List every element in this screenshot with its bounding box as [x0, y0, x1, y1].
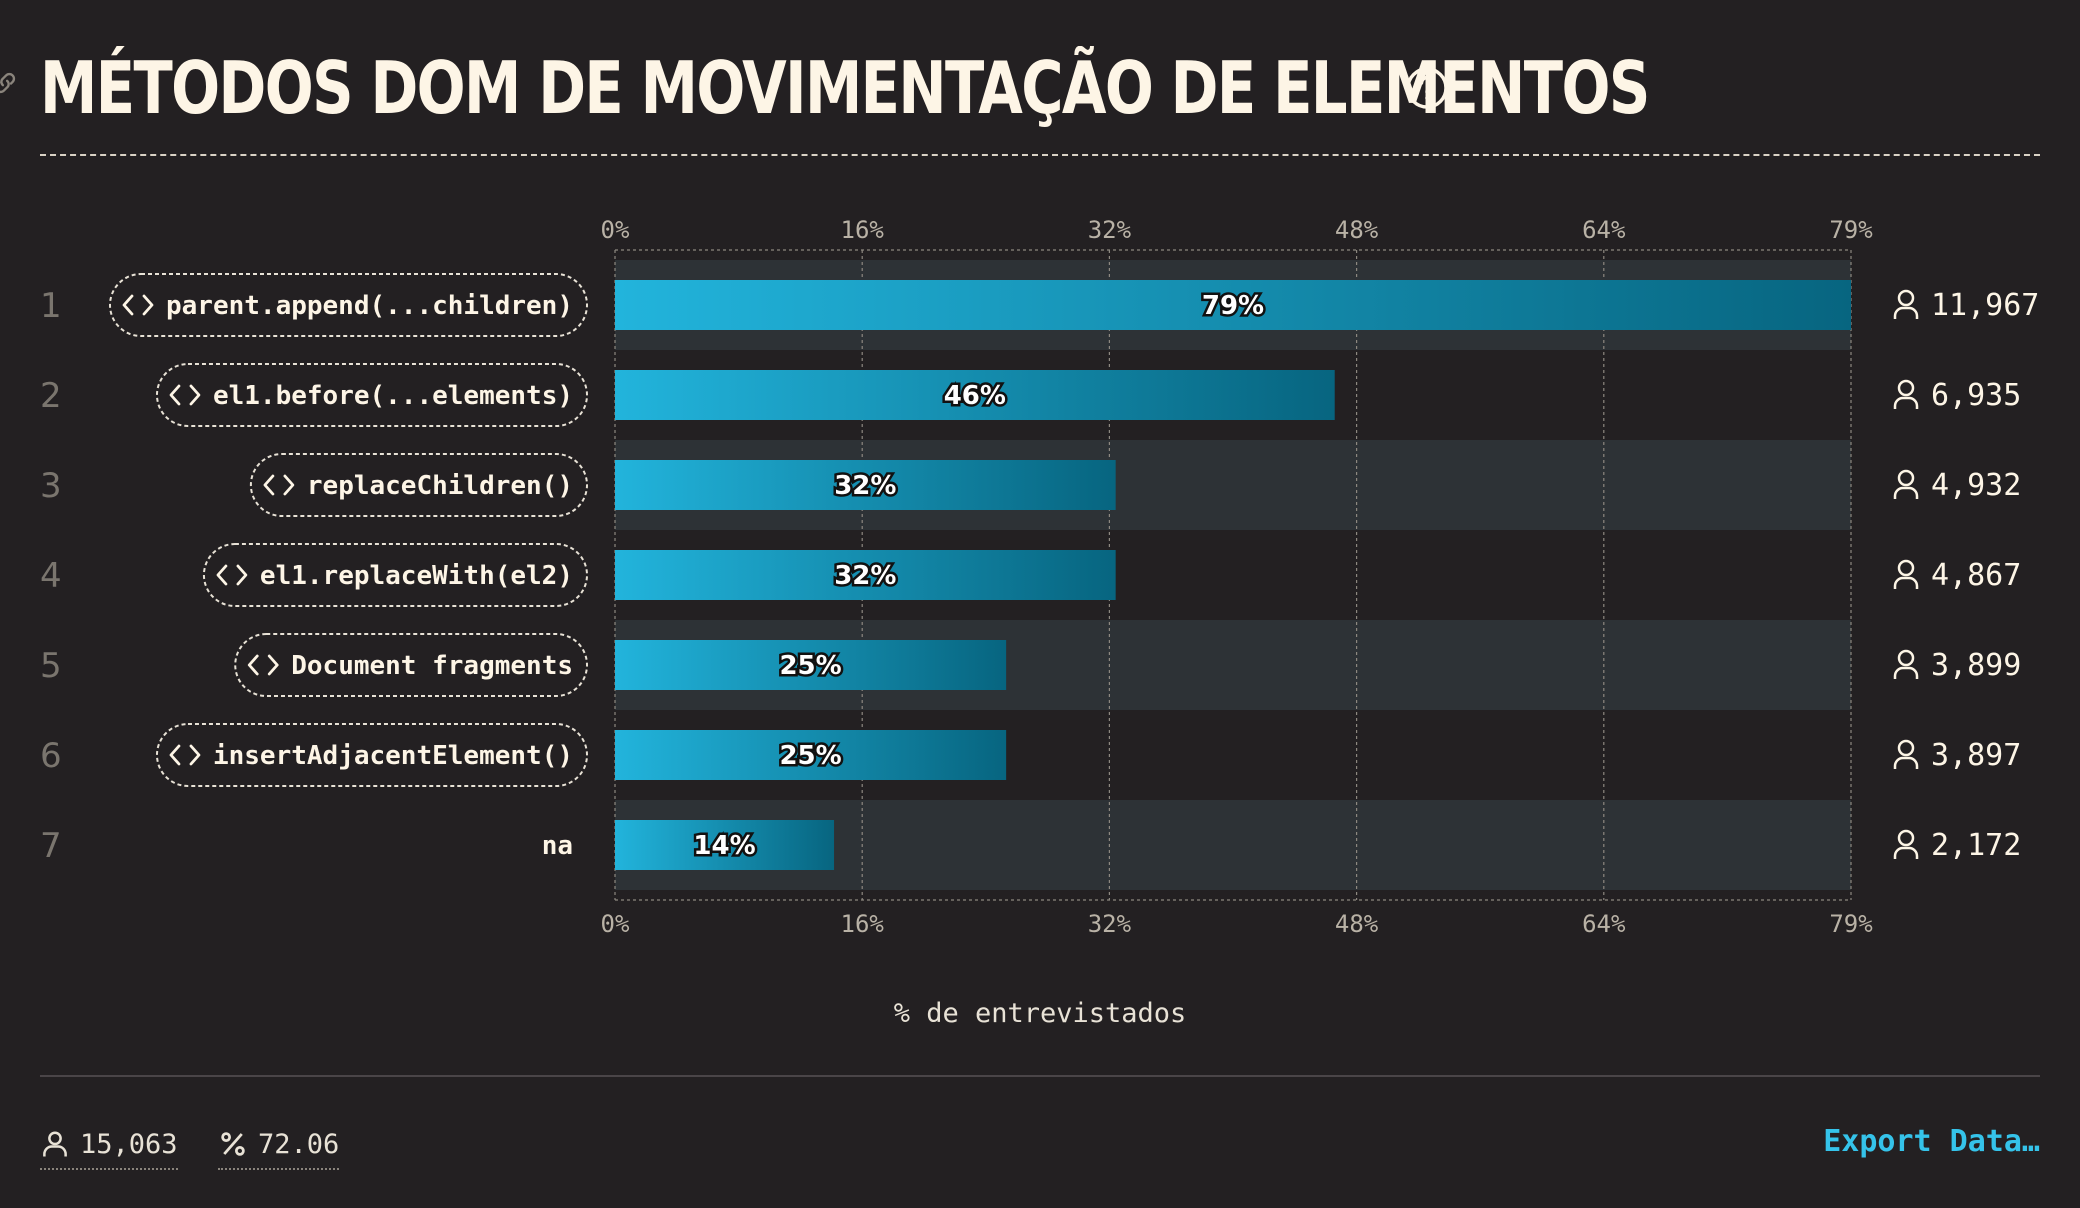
user-icon: [1897, 379, 1915, 397]
respondent-count: 6,935: [1931, 378, 2021, 413]
user-icon: [1893, 576, 1919, 589]
user-icon: [1893, 306, 1919, 319]
category-pill[interactable]: [249, 453, 588, 517]
x-axis-label: % de entrevistados: [893, 998, 1187, 1029]
respondent-count: 4,867: [1931, 558, 2021, 593]
user-icon: [1897, 559, 1915, 577]
user-icon: [1893, 396, 1919, 409]
rank-number: 6: [40, 736, 62, 776]
code-brackets-icon: [169, 744, 201, 766]
x-tick-label-top: 0%: [601, 216, 630, 244]
rank-number: 7: [40, 826, 62, 866]
footer-divider: [40, 1075, 2040, 1077]
percent-value: 72.06: [258, 1128, 340, 1160]
code-brackets-icon: [216, 564, 248, 586]
bar-chart: 0%0%16%16%32%32%48%48%64%64%79%79% 79%46…: [40, 216, 2039, 938]
rank-number: 5: [40, 646, 62, 686]
x-tick-label-bottom: 32%: [1088, 910, 1132, 938]
percent-icon: [221, 1132, 245, 1156]
x-tick-label-top: 64%: [1582, 216, 1626, 244]
percent-stat[interactable]: 72.06: [218, 1122, 340, 1170]
x-tick-label-top: 32%: [1088, 216, 1132, 244]
code-brackets-icon: [263, 474, 295, 496]
user-icon: [1893, 756, 1919, 769]
user-icon: [1897, 469, 1915, 487]
category-label[interactable]: replaceChildren(): [307, 471, 573, 501]
respondent-count: 3,897: [1931, 738, 2021, 773]
respondent-count: 2,172: [1931, 828, 2021, 863]
category-label[interactable]: na: [542, 831, 573, 861]
total-respondents-stat[interactable]: 15,063: [40, 1122, 178, 1170]
x-tick-label-top: 16%: [841, 216, 885, 244]
bar[interactable]: [615, 550, 1116, 600]
data-label: 46%: [944, 381, 1006, 411]
code-brackets-icon: [122, 294, 154, 316]
user-icon: [1897, 739, 1915, 757]
bar[interactable]: [615, 730, 1007, 780]
user-icon: [1893, 666, 1919, 679]
x-tick-label-top: 79%: [1829, 216, 1873, 244]
rank-number: 2: [40, 376, 62, 416]
user-icon: [1893, 486, 1919, 499]
code-brackets-icon: [169, 384, 201, 406]
bar[interactable]: [615, 460, 1116, 510]
data-label: 25%: [779, 651, 841, 681]
respondent-count: 11,967: [1931, 288, 2039, 323]
data-label: 32%: [834, 471, 896, 501]
x-tick-label-bottom: 79%: [1829, 910, 1873, 938]
data-label: 79%: [1202, 291, 1264, 321]
link-icon[interactable]: [0, 70, 18, 96]
rank-number: 3: [40, 466, 62, 506]
export-data-link[interactable]: Export Data…: [1823, 1124, 2040, 1159]
bar[interactable]: [615, 370, 1335, 420]
x-tick-label-bottom: 0%: [601, 910, 630, 938]
category-pill[interactable]: [234, 633, 588, 697]
help-circle-icon[interactable]: [1403, 64, 1451, 112]
total-respondents-value: 15,063: [80, 1128, 178, 1160]
category-label[interactable]: parent.append(...children): [166, 291, 573, 321]
category-pill[interactable]: [155, 723, 588, 787]
data-label: 32%: [834, 561, 896, 591]
x-tick-label-bottom: 16%: [841, 910, 885, 938]
bar[interactable]: [615, 280, 1851, 330]
bar[interactable]: [615, 640, 1007, 690]
title-divider: [40, 154, 2040, 156]
category-label[interactable]: insertAdjacentElement(): [213, 741, 573, 771]
respondent-count: 3,899: [1931, 648, 2021, 683]
user-icon: [1897, 829, 1915, 847]
category-pill[interactable]: [155, 363, 588, 427]
bar[interactable]: [615, 820, 835, 870]
x-tick-label-top: 48%: [1335, 216, 1379, 244]
category-pill[interactable]: [109, 273, 588, 337]
x-tick-label-bottom: 48%: [1335, 910, 1379, 938]
page-title: MÉTODOS DOM DE MOVIMENTAÇÃO DE ELEMENTOS: [40, 46, 1650, 130]
data-label: 25%: [779, 741, 841, 771]
user-icon: [1897, 649, 1915, 667]
user-icon: [1893, 846, 1919, 859]
rank-number: 1: [40, 286, 62, 326]
category-label[interactable]: el1.before(...elements): [213, 381, 573, 411]
category-label[interactable]: el1.replaceWith(el2): [260, 561, 573, 591]
user-icon: [1897, 289, 1915, 307]
respondent-count: 4,932: [1931, 468, 2021, 503]
rank-number: 4: [40, 556, 62, 596]
x-tick-label-bottom: 64%: [1582, 910, 1626, 938]
category-label[interactable]: Document fragments: [291, 651, 573, 681]
user-icon: [43, 1131, 67, 1157]
code-brackets-icon: [247, 654, 279, 676]
data-label: 14%: [693, 831, 755, 861]
